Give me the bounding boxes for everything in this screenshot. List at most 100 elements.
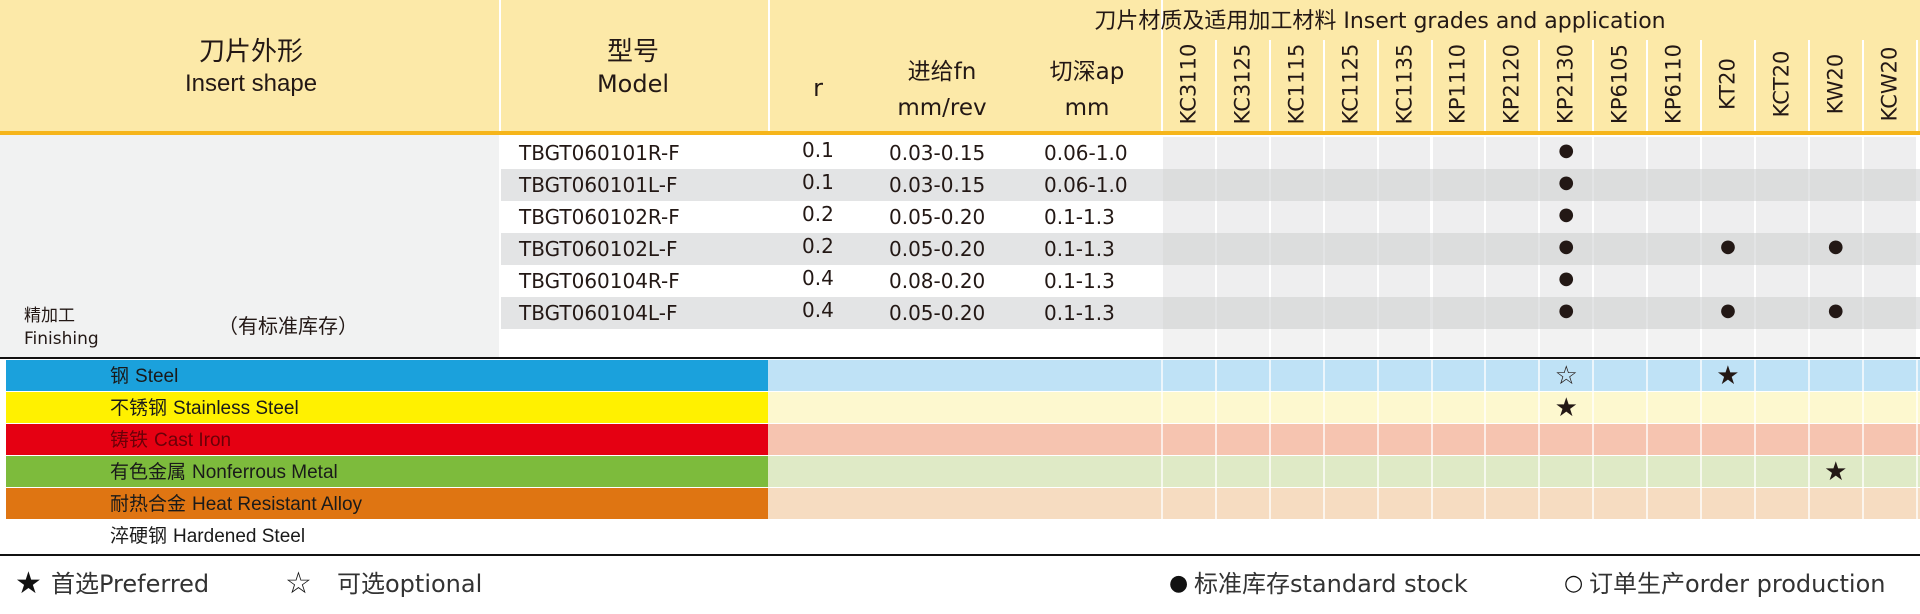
- grade-cell: [1809, 297, 1862, 329]
- grade-cell: [1432, 201, 1485, 233]
- grade-cell: [1378, 265, 1431, 297]
- material-divider: [1376, 520, 1379, 551]
- grade-cell: [1702, 201, 1754, 233]
- ap-cell: 0.06-1.0: [1044, 141, 1128, 165]
- ap-cell: 0.1-1.3: [1044, 301, 1115, 325]
- grade-cell: [1216, 329, 1269, 358]
- r-cell: 0.2: [802, 202, 834, 226]
- grade-cell: [1270, 169, 1323, 201]
- material-divider: [1592, 360, 1595, 391]
- material-divider: [1376, 360, 1379, 391]
- material-divider: [1807, 456, 1810, 487]
- grade-cell: [1163, 265, 1215, 297]
- fn-cell: 0.05-0.20: [889, 237, 986, 261]
- r-cell: 0.2: [802, 234, 834, 258]
- grade-cell: [1216, 201, 1269, 233]
- grade-cell: [1163, 329, 1215, 358]
- material-divider: [1861, 424, 1864, 455]
- header-divider: [1592, 40, 1595, 131]
- grade-cell: [1863, 137, 1916, 169]
- material-divider: [1753, 488, 1756, 519]
- shape-bg: [0, 135, 499, 358]
- header-divider: [1161, 40, 1163, 131]
- material-divider: [1807, 360, 1810, 391]
- grade-cell: [1863, 201, 1916, 233]
- legend-label: 可选optional: [337, 570, 483, 598]
- material-divider: [1376, 488, 1379, 519]
- header-divider: [768, 0, 770, 131]
- grade-cell: [1648, 201, 1700, 233]
- material-divider: [1214, 488, 1217, 519]
- grade-label: KC3110: [1176, 43, 1201, 125]
- material-divider: [1484, 392, 1487, 423]
- r-cell: 0.1: [802, 138, 834, 162]
- header-divider: [1753, 40, 1756, 131]
- grade-cell: [1432, 265, 1485, 297]
- material-divider: [1646, 424, 1649, 455]
- material-divider: [1484, 520, 1487, 551]
- material-mark: ★: [1554, 393, 1578, 423]
- legend-label: 首选Preferred: [51, 570, 210, 598]
- material-label-bg: [6, 456, 768, 487]
- material-divider: [1538, 424, 1541, 455]
- grade-cell: [1755, 329, 1808, 358]
- material-name: 耐热合金: [110, 492, 187, 515]
- header-divider: [499, 0, 501, 131]
- shape-note: （有标准库存）: [218, 314, 358, 338]
- material-divider: [1430, 360, 1433, 391]
- grade-cell: [1702, 265, 1754, 297]
- material-divider: [1161, 488, 1163, 519]
- r-cell: 0.4: [802, 298, 834, 322]
- grade-label: KC1115: [1284, 43, 1309, 125]
- material-divider: [1700, 360, 1702, 391]
- model-cell: TBGT060104L-F: [519, 301, 678, 325]
- grade-label: KCT20: [1769, 50, 1794, 118]
- material-divider: [1592, 488, 1595, 519]
- material-label-bg: [6, 360, 768, 391]
- material-divider: [1430, 456, 1433, 487]
- material-divider: [1592, 520, 1595, 551]
- material-divider: [1700, 488, 1702, 519]
- stock-mark: ●: [1720, 236, 1736, 257]
- header-divider: [1807, 40, 1810, 131]
- header-divider: [1322, 40, 1325, 131]
- material-divider: [1161, 424, 1163, 455]
- grade-cell: [1432, 329, 1485, 358]
- grade-cell: [1594, 329, 1647, 358]
- grade-cell: [1216, 297, 1269, 329]
- material-divider: [1592, 392, 1595, 423]
- grade-label: KP1110: [1445, 44, 1470, 124]
- section-rule: [0, 357, 1920, 359]
- material-divider: [1915, 392, 1918, 423]
- material-tint: [768, 520, 1920, 551]
- material-divider: [1376, 424, 1379, 455]
- grade-cell: [1378, 297, 1431, 329]
- header-divider: [1484, 40, 1487, 131]
- grade-cell: [1432, 297, 1485, 329]
- fn-cell: 0.05-0.20: [889, 205, 986, 229]
- grade-cell: [1648, 169, 1700, 201]
- grade-cell: [1540, 169, 1593, 201]
- grade-cell: [1378, 169, 1431, 201]
- header-divider: [1646, 40, 1649, 131]
- header-fn: 进给fn: [907, 58, 977, 85]
- material-divider: [1753, 456, 1756, 487]
- material-divider: [1915, 424, 1918, 455]
- model-cell: TBGT060102L-F: [519, 237, 678, 261]
- grade-cell: [1163, 233, 1215, 265]
- legend-symbol: ★: [15, 566, 42, 601]
- stock-mark: ●: [1558, 268, 1575, 289]
- material-divider: [1861, 456, 1864, 487]
- stock-mark: ●: [1558, 140, 1575, 161]
- material-divider: [1161, 456, 1163, 487]
- grade-cell: [1755, 201, 1808, 233]
- grade-cell: [1378, 137, 1431, 169]
- header-shape-en: Insert shape: [184, 70, 318, 97]
- grade-cell: [1486, 297, 1539, 329]
- material-divider: [1807, 520, 1810, 551]
- grade-cell: [1755, 137, 1808, 169]
- grade-cell: [1270, 265, 1323, 297]
- header-model: 型号: [606, 37, 660, 67]
- material-divider: [1646, 520, 1649, 551]
